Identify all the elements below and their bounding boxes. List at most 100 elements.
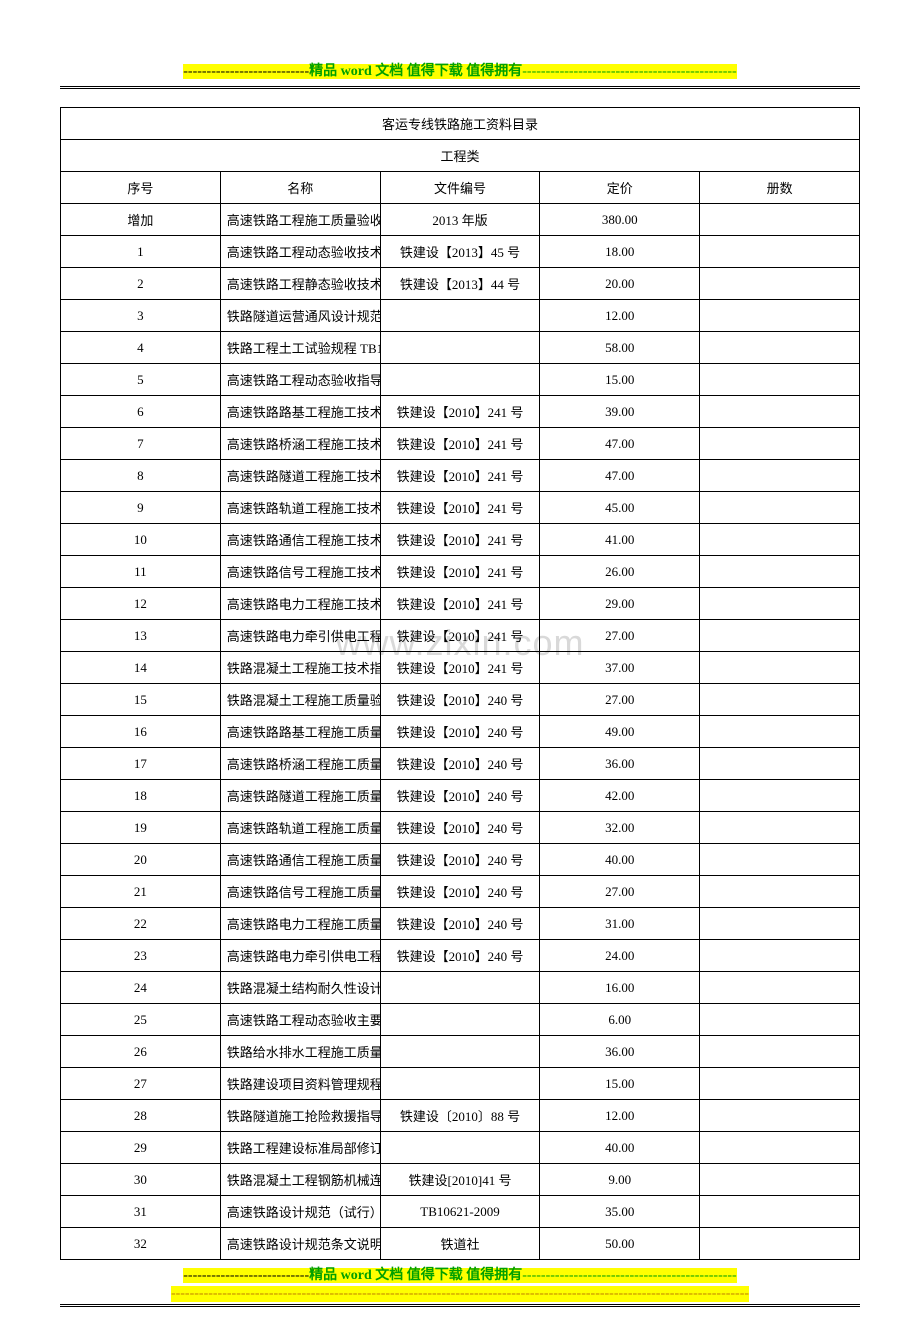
cell-price: 15.00 — [540, 364, 700, 396]
cell-count — [700, 524, 860, 556]
cell-count — [700, 908, 860, 940]
table-row: 28铁路隧道施工抢险救援指导意见铁建设〔2010〕88 号12.00 — [61, 1100, 860, 1132]
cell-price: 40.00 — [540, 1132, 700, 1164]
table-row: 14铁路混凝土工程施工技术指南铁建设【2010】241 号37.00 — [61, 652, 860, 684]
cell-name: 铁路工程建设标准局部修订条文汇编 （修订本） — [220, 1132, 380, 1164]
cell-doc: 铁道社 — [380, 1228, 540, 1260]
cell-doc — [380, 364, 540, 396]
catalog-table: 客运专线铁路施工资料目录 工程类 序号 名称 文件编号 定价 册数 增加高速铁路… — [60, 107, 860, 1260]
cell-name: 高速铁路信号工程施工质量验收标准（TB10756-2010） — [220, 876, 380, 908]
header-name: 名称 — [220, 172, 380, 204]
cell-idx: 11 — [61, 556, 221, 588]
cell-price: 27.00 — [540, 876, 700, 908]
cell-idx: 4 — [61, 332, 221, 364]
cell-count — [700, 780, 860, 812]
header-count: 册数 — [700, 172, 860, 204]
banner-text: 精品 word 文档 值得下载 值得拥有 — [309, 64, 522, 79]
cell-price: 32.00 — [540, 812, 700, 844]
table-section-row: 工程类 — [61, 140, 860, 172]
cell-doc: 铁建设【2010】240 号 — [380, 684, 540, 716]
banner-dashes-right: ----------------------------------------… — [522, 64, 736, 79]
cell-idx: 10 — [61, 524, 221, 556]
cell-doc: 铁建设【2010】241 号 — [380, 524, 540, 556]
table-row: 32高速铁路设计规范条文说明 TB10621-2009铁道社50.00 — [61, 1228, 860, 1260]
cell-idx: 32 — [61, 1228, 221, 1260]
cell-count — [700, 332, 860, 364]
cell-count — [700, 812, 860, 844]
banner-dashes-left: --------------------------- — [183, 64, 309, 79]
cell-name: 高速铁路工程施工质量验收标准检验批示例 （薛吉岗） — [220, 204, 380, 236]
cell-doc: 2013 年版 — [380, 204, 540, 236]
table-row: 3铁路隧道运营通风设计规范 TB10068-201012.00 — [61, 300, 860, 332]
cell-idx: 16 — [61, 716, 221, 748]
cell-doc: 铁建设【2010】241 号 — [380, 620, 540, 652]
table-row: 8高速铁路隧道工程施工技术指南铁建设【2010】241 号47.00 — [61, 460, 860, 492]
cell-count — [700, 1164, 860, 1196]
top-divider — [60, 86, 860, 89]
cell-name: 铁路混凝土结构耐久性设计规范 TB10005-2010 — [220, 972, 380, 1004]
cell-doc: 铁建设【2010】241 号 — [380, 492, 540, 524]
cell-idx: 27 — [61, 1068, 221, 1100]
cell-count — [700, 460, 860, 492]
cell-doc: 铁建设【2010】240 号 — [380, 844, 540, 876]
cell-name: 铁路隧道运营通风设计规范 TB10068-2010 — [220, 300, 380, 332]
header-doc: 文件编号 — [380, 172, 540, 204]
cell-name: 高速铁路电力工程施工技术指南 — [220, 588, 380, 620]
cell-idx: 24 — [61, 972, 221, 1004]
top-banner: ---------------------------精品 word 文档 值得… — [60, 60, 860, 80]
cell-name: 铁路隧道施工抢险救援指导意见 — [220, 1100, 380, 1132]
cell-doc: 铁建设【2010】240 号 — [380, 748, 540, 780]
cell-doc: 铁建设【2010】240 号 — [380, 876, 540, 908]
cell-idx: 7 — [61, 428, 221, 460]
table-row: 26铁路给水排水工程施工质量验收标准 TB10422-201136.00 — [61, 1036, 860, 1068]
cell-idx: 14 — [61, 652, 221, 684]
cell-price: 12.00 — [540, 1100, 700, 1132]
cell-doc: 铁建设【2010】241 号 — [380, 460, 540, 492]
cell-count — [700, 364, 860, 396]
cell-count — [700, 492, 860, 524]
cell-count — [700, 1036, 860, 1068]
cell-price: 40.00 — [540, 844, 700, 876]
table-row: 21高速铁路信号工程施工质量验收标准（TB10756-2010）铁建设【2010… — [61, 876, 860, 908]
cell-price: 42.00 — [540, 780, 700, 812]
cell-price: 12.00 — [540, 300, 700, 332]
cell-idx: 19 — [61, 812, 221, 844]
cell-price: 35.00 — [540, 1196, 700, 1228]
table-row: 18高速铁路隧道工程施工质量验收标准（TB10753-2010）铁建设【2010… — [61, 780, 860, 812]
table-row: 12高速铁路电力工程施工技术指南铁建设【2010】241 号29.00 — [61, 588, 860, 620]
cell-doc: 铁建设〔2010〕88 号 — [380, 1100, 540, 1132]
cell-name: 高速铁路轨道工程施工质量验收标准（TB10754-2010） — [220, 812, 380, 844]
cell-doc — [380, 1036, 540, 1068]
cell-name: 高速铁路路基工程施工质量验收标准（TB10751-2010） — [220, 716, 380, 748]
cell-name: 高速铁路电力工程施工质量验收标准（TB10757-2010） — [220, 908, 380, 940]
table-section: 工程类 — [61, 140, 860, 172]
cell-price: 45.00 — [540, 492, 700, 524]
table-row: 30铁路混凝土工程钢筋机械连接技术暂行规定铁建设[2010]41 号9.00 — [61, 1164, 860, 1196]
cell-doc: 铁建设【2010】241 号 — [380, 396, 540, 428]
cell-count — [700, 204, 860, 236]
cell-price: 36.00 — [540, 748, 700, 780]
cell-name: 铁路混凝土工程施工质量验收标准（TB10424—2010） — [220, 684, 380, 716]
table-row: 16高速铁路路基工程施工质量验收标准（TB10751-2010）铁建设【2010… — [61, 716, 860, 748]
header-price: 定价 — [540, 172, 700, 204]
banner-dashes-left: --------------------------- — [183, 1268, 309, 1283]
cell-count — [700, 844, 860, 876]
cell-count — [700, 940, 860, 972]
cell-doc: TB10621-2009 — [380, 1196, 540, 1228]
table-row: 24铁路混凝土结构耐久性设计规范 TB10005-201016.00 — [61, 972, 860, 1004]
cell-count — [700, 1132, 860, 1164]
table-row: 27铁路建设项目资料管理规程 TB10443-200915.00 — [61, 1068, 860, 1100]
cell-idx: 5 — [61, 364, 221, 396]
table-row: 1高速铁路工程动态验收技术规范 TB10761-2013铁建设【2013】45 … — [61, 236, 860, 268]
cell-doc: 铁建设【2010】241 号 — [380, 428, 540, 460]
bottom-divider — [60, 1304, 860, 1307]
cell-name: 高速铁路设计规范（试行） — [220, 1196, 380, 1228]
cell-name: 高速铁路桥涵工程施工质量验收标准（TB10752-2010） — [220, 748, 380, 780]
table-title: 客运专线铁路施工资料目录 — [61, 108, 860, 140]
cell-price: 50.00 — [540, 1228, 700, 1260]
cell-count — [700, 652, 860, 684]
cell-name: 高速铁路桥涵工程施工技术指南 — [220, 428, 380, 460]
cell-name: 高速铁路电力牵引供电工程施工质量验收标准（TB10758-2010） — [220, 940, 380, 972]
cell-idx: 6 — [61, 396, 221, 428]
cell-doc — [380, 300, 540, 332]
